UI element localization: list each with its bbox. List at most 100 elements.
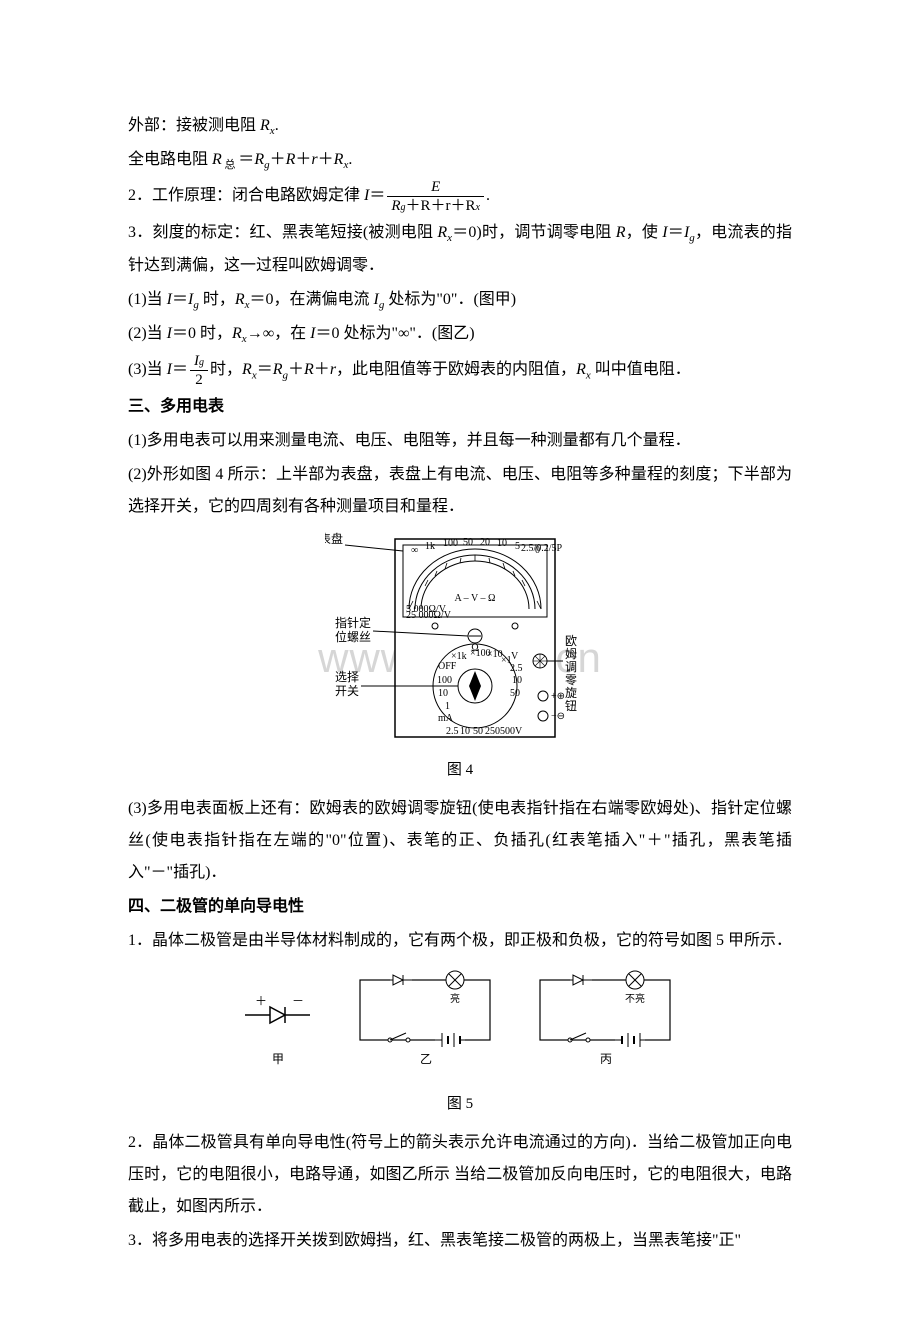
eq: ＝	[238, 151, 254, 168]
text: 外部：接被测电阻	[128, 117, 260, 134]
text: (2)当	[128, 325, 167, 342]
period: .	[275, 117, 279, 134]
text: ，使	[625, 224, 662, 241]
frac-den: ＋R＋r＋R	[406, 198, 476, 214]
text: →∞，在	[247, 325, 310, 342]
multimeter-svg: ∞ 1k 100 50 20 10 5 0 A – V – Ω 5 000Ω/V…	[325, 531, 595, 741]
svg-text:5: 5	[515, 541, 520, 552]
fraction-half-ig: Ig 2	[190, 352, 208, 389]
label-screw1: 指针定	[335, 615, 371, 630]
figure-4: ∞ 1k 100 50 20 10 5 0 A – V – Ω 5 000Ω/V…	[128, 531, 792, 785]
scale-inf: ∞	[411, 545, 418, 556]
svg-text:500: 500	[500, 726, 515, 737]
minus-label: －	[292, 994, 304, 1008]
off-label: OFF	[438, 661, 457, 672]
var-R: R	[576, 361, 586, 378]
svg-text:V: V	[511, 651, 519, 662]
svg-text:100: 100	[437, 675, 452, 686]
label-bright: 亮	[450, 992, 460, 1005]
label-selector2: 开关	[335, 684, 359, 698]
label-yi: 乙	[420, 1052, 432, 1066]
paragraph-total-resistance: 全电路电阻 R 总 ＝Rg＋R＋r＋Rx.	[128, 144, 792, 176]
sub-x: x	[476, 202, 480, 213]
var-R: R	[212, 151, 222, 168]
heading-multimeter: 三、多用电表	[128, 391, 792, 423]
text: 处标为"0"．(图甲)	[384, 291, 516, 308]
svg-text:调: 调	[565, 660, 577, 674]
var-R: R	[286, 151, 296, 168]
label-jia: 甲	[272, 1052, 284, 1066]
var-R: R	[232, 325, 242, 342]
paragraph-external: 外部：接被测电阻 Rx.	[128, 110, 792, 142]
svg-text:100: 100	[443, 538, 458, 549]
var-R: R	[616, 224, 626, 241]
svg-text:10: 10	[512, 675, 522, 686]
period: .	[348, 151, 352, 168]
svg-text:姆: 姆	[565, 647, 577, 661]
svg-text:2.5: 2.5	[446, 726, 459, 737]
var-R: R	[334, 151, 344, 168]
eq: ＝	[257, 361, 273, 378]
eq: ＝	[172, 291, 188, 308]
text: ，此电阻值等于欧姆表的内阻值，	[336, 361, 576, 378]
text: ＝0，在满偏电流	[250, 291, 374, 308]
text: 时，	[199, 291, 235, 308]
label-ohmzero-1: 欧	[565, 634, 577, 648]
plus: ＋	[288, 361, 304, 378]
svg-text:1k: 1k	[425, 541, 435, 552]
plus: ＋	[295, 151, 311, 168]
paragraph-diode-2: 2．晶体二极管具有单向导电性(符号上的箭头表示允许电流通过的方向)．当给二极管加…	[128, 1127, 792, 1223]
var-R: R	[260, 117, 270, 134]
label-screw2: 位螺丝	[335, 629, 371, 644]
svg-text:+⊕: +⊕	[551, 691, 565, 702]
svg-text:250: 250	[485, 726, 500, 737]
sub-g: g	[199, 357, 204, 368]
eq: ＝	[369, 188, 385, 205]
svg-text:50: 50	[473, 726, 483, 737]
text: 2．工作原理：闭合电路欧姆定律	[128, 188, 364, 205]
frac-den: 2	[195, 372, 203, 388]
figure-5: ＋ － 甲 亮	[128, 965, 792, 1119]
svg-text:旋: 旋	[565, 686, 577, 700]
var-R: R	[304, 361, 314, 378]
diode-symbol: ＋ － 甲	[245, 994, 310, 1066]
heading-diode: 四、二极管的单向导电性	[128, 891, 792, 923]
label-bing: 丙	[600, 1052, 612, 1066]
paragraph-mm-1: (1)多用电表可以用来测量电流、电压、电阻等，并且每一种测量都有几个量程．	[128, 425, 792, 457]
diode-svg: ＋ － 甲 亮	[230, 965, 690, 1075]
var-R: R	[437, 224, 447, 241]
text: 时，	[210, 361, 242, 378]
fraction-ohm-law: E Rg＋R＋r＋Rx	[387, 178, 484, 215]
plus: ＋	[318, 151, 334, 168]
paragraph-mm-3: (3)多用电表面板上还有：欧姆表的欧姆调零旋钮(使电表指针指在右端零欧姆处)、指…	[128, 793, 792, 889]
svg-text:25 000Ω/V: 25 000Ω/V	[406, 610, 452, 621]
var-R: R	[235, 291, 245, 308]
plus-label: ＋	[255, 994, 267, 1008]
text: (1)当	[128, 291, 167, 308]
paragraph-calibration: 3．刻度的标定：红、黑表笔短接(被测电阻 Rx＝0)时，调节调零电阻 R，使 I…	[128, 217, 792, 281]
label-dial: 表盘	[325, 531, 343, 546]
frac-num: E	[431, 179, 440, 195]
plus: ＋	[270, 151, 286, 168]
scale-label: A – V – Ω	[455, 593, 496, 604]
ma-label: mA	[438, 713, 454, 724]
text: 叫中值电阻．	[591, 361, 691, 378]
eq: ＝	[668, 224, 684, 241]
text: ＝0)时，调节调零电阻	[452, 224, 616, 241]
svg-text:50: 50	[463, 537, 473, 548]
svg-text:零: 零	[565, 673, 577, 687]
figure-4-caption: 图 4	[128, 755, 792, 785]
text: 3．刻度的标定：红、黑表笔短接(被测电阻	[128, 224, 437, 241]
svg-text:50: 50	[510, 688, 520, 699]
page-content: 外部：接被测电阻 Rx. 全电路电阻 R 总 ＝Rg＋R＋r＋Rx. 2．工作原…	[128, 110, 792, 1257]
svg-text:10: 10	[497, 538, 507, 549]
svg-text:10: 10	[438, 688, 448, 699]
paragraph-diode-1: 1．晶体二极管是由半导体材料制成的，它有两个极，即正极和负极，它的符号如图 5 …	[128, 925, 792, 957]
label-dark: 不亮	[625, 992, 645, 1005]
plus: ＋	[314, 361, 330, 378]
svg-text:10: 10	[460, 726, 470, 737]
paragraph-diode-3: 3．将多用电表的选择开关拨到欧姆挡，红、黑表笔接二极管的两极上，当黑表笔接"正"	[128, 1225, 792, 1257]
text: ＝0 时，	[172, 325, 232, 342]
svg-text:−⊖: −⊖	[551, 711, 565, 722]
svg-text:2.5: 2.5	[510, 663, 523, 674]
